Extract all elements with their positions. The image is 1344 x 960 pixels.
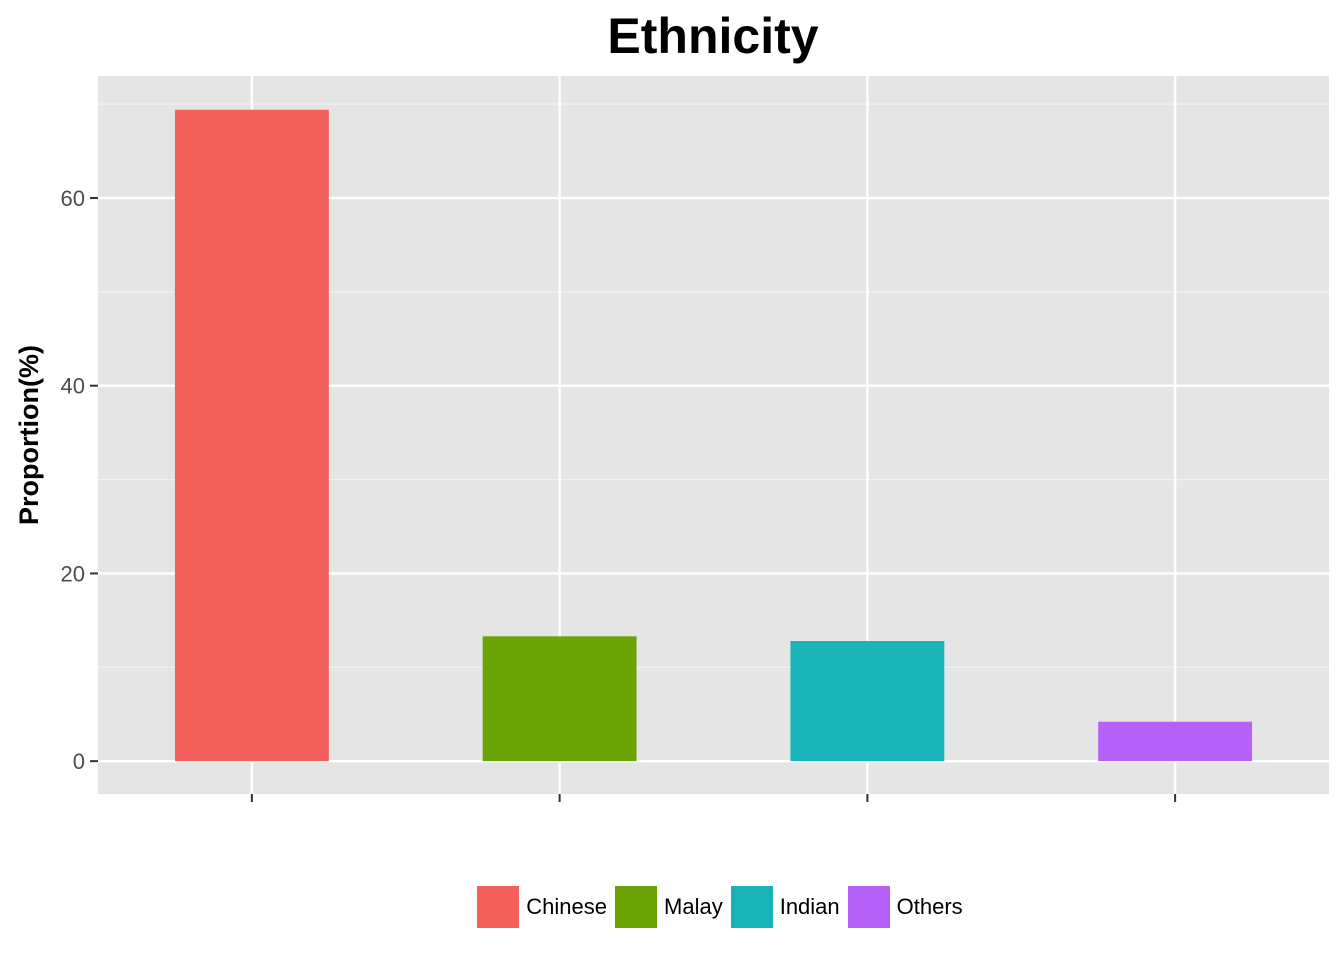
x-axis <box>250 794 1177 802</box>
y-tick-label: 40 <box>61 374 85 399</box>
legend-label: Others <box>896 894 963 919</box>
bars <box>174 109 1253 762</box>
chart-title: Ethnicity <box>607 8 819 64</box>
legend-item-indian: Indian <box>730 886 840 928</box>
legend-label: Indian <box>779 894 840 919</box>
bar-others <box>1098 721 1253 762</box>
y-axis: 0 20 40 60 <box>61 186 98 774</box>
bar-chart: 0 20 40 60 Proportion(%) <box>14 76 1329 802</box>
legend-label: Chinese <box>526 894 608 919</box>
y-tick-label: 0 <box>73 749 85 774</box>
legend-swatch <box>730 886 773 928</box>
bar-chinese <box>174 109 329 762</box>
legend-swatch <box>615 886 658 928</box>
legend-swatch <box>477 886 520 928</box>
legend-item-malay: Malay <box>615 886 723 928</box>
legend-item-others: Others <box>847 886 963 928</box>
y-tick-label: 20 <box>61 561 85 586</box>
y-tick-label: 60 <box>61 186 85 211</box>
legend: Chinese Malay Indian Others <box>0 886 1344 928</box>
y-axis-label: Proportion(%) <box>14 345 44 525</box>
bar-malay <box>482 636 637 762</box>
bar-indian <box>790 641 945 762</box>
legend-item-chinese: Chinese <box>477 886 607 928</box>
legend-swatch <box>847 886 890 928</box>
legend-label: Malay <box>664 894 723 919</box>
